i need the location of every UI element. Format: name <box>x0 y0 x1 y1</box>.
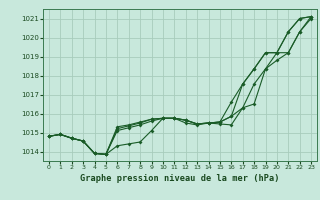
X-axis label: Graphe pression niveau de la mer (hPa): Graphe pression niveau de la mer (hPa) <box>80 174 280 183</box>
